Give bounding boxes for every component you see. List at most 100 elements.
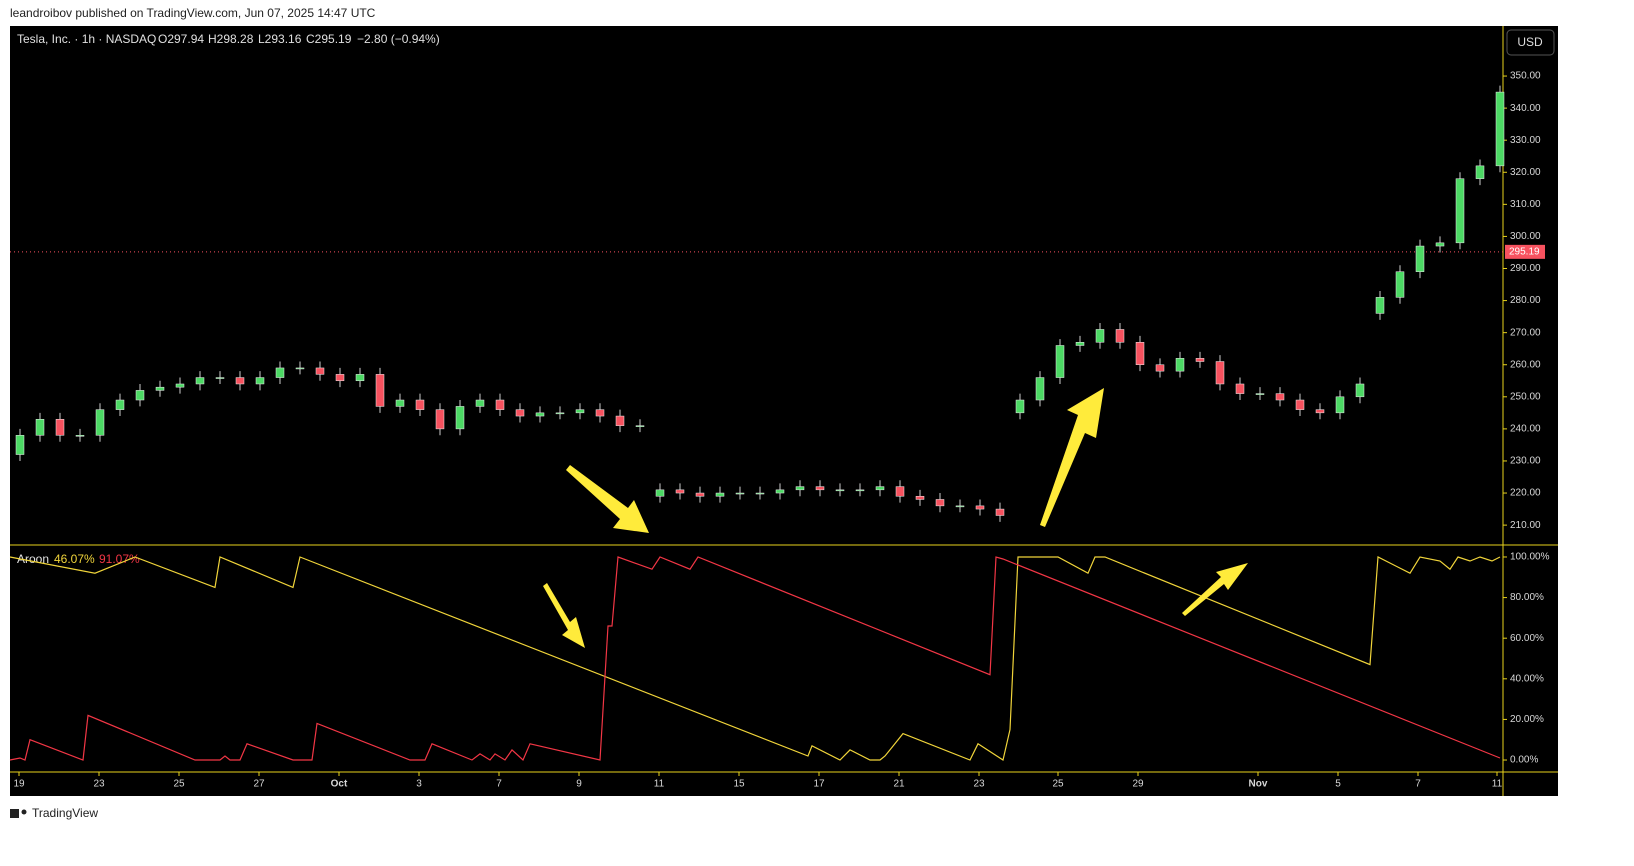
candle-body <box>515 409 525 417</box>
candle-body <box>975 505 985 510</box>
candle-body <box>1215 361 1225 385</box>
candle-body <box>1475 165 1485 179</box>
y-tick-label: 230.00 <box>1510 456 1541 467</box>
candle-body <box>855 489 865 492</box>
x-tick-label: 25 <box>1052 779 1064 790</box>
y-tick-label: 240.00 <box>1510 424 1541 435</box>
annotations <box>543 388 1248 648</box>
x-tick-label: 17 <box>813 779 825 790</box>
candle-body <box>395 399 405 407</box>
candle-body <box>155 386 165 391</box>
candle-body <box>255 377 265 385</box>
y-tick-label: 250.00 <box>1510 391 1541 402</box>
candle-body <box>1495 91 1505 167</box>
y-tick-label: 0.00% <box>1510 755 1538 766</box>
candle-body <box>655 489 665 497</box>
y-tick-label: 280.00 <box>1510 295 1541 306</box>
candle-body <box>875 486 885 491</box>
candle-body <box>1335 396 1345 414</box>
candle-body <box>1115 329 1125 343</box>
candle-body <box>35 419 45 436</box>
x-tick-label: 21 <box>893 779 905 790</box>
candle-body <box>755 492 765 495</box>
candle-body <box>1155 364 1165 372</box>
candle-body <box>355 374 365 382</box>
symbol-title: Tesla, Inc. · 1h · NASDAQ <box>17 32 156 46</box>
ohlc-change: −2.80 (−0.94%) <box>357 32 440 46</box>
y-tick-label: 300.00 <box>1510 231 1541 242</box>
symbol-header: Tesla, Inc. · 1h · NASDAQ O297.94 H298.2… <box>17 32 440 46</box>
candle-body <box>1435 242 1445 247</box>
x-tick-label: Oct <box>331 779 348 790</box>
candle-body <box>435 409 445 430</box>
candle-body <box>175 383 185 388</box>
aroon-down-value: 91.07% <box>99 552 140 566</box>
y-tick-label: 350.00 <box>1510 71 1541 82</box>
y-tick-label: 40.00% <box>1510 673 1544 684</box>
currency-label: USD <box>1517 35 1543 49</box>
x-tick-label: 7 <box>1415 779 1421 790</box>
candle-body <box>1295 399 1305 410</box>
x-tick-label: 7 <box>496 779 502 790</box>
candle-body <box>195 377 205 385</box>
candle-body <box>535 412 545 417</box>
candle-body <box>815 486 825 491</box>
x-tick-label: 27 <box>253 779 265 790</box>
candle-body <box>455 406 465 430</box>
candle-body <box>375 374 385 407</box>
candle-body <box>1015 399 1025 414</box>
footer-logo: TradingView <box>10 806 98 820</box>
candle-body <box>315 367 325 375</box>
y-tick-label: 320.00 <box>1510 167 1541 178</box>
candle-body <box>415 399 425 410</box>
ohlc-high: H298.28 <box>208 32 254 46</box>
y-tick-label: 60.00% <box>1510 633 1544 644</box>
candle-body <box>1455 178 1465 244</box>
candle-body <box>935 499 945 507</box>
last-price-label: 295.19 <box>1509 246 1540 257</box>
candle-body <box>715 492 725 497</box>
candle-body <box>55 419 65 436</box>
candle-body <box>1315 409 1325 414</box>
x-tick-label: 9 <box>576 779 582 790</box>
aroon-up-value: 46.07% <box>54 552 95 566</box>
candle-body <box>695 492 705 497</box>
candle-body <box>1175 358 1185 372</box>
ohlc-open: O297.94 <box>158 32 204 46</box>
candle-body <box>475 399 485 407</box>
candle-body <box>835 489 845 492</box>
chart-background <box>10 26 1558 796</box>
y-tick-label: 80.00% <box>1510 592 1544 603</box>
currency-button[interactable] <box>1506 29 1555 56</box>
x-tick-label: 5 <box>1335 779 1341 790</box>
arrow <box>543 583 585 648</box>
ohlc-close: C295.19 <box>306 32 352 46</box>
y-tick-label: 310.00 <box>1510 199 1541 210</box>
x-tick-label: Nov <box>1249 779 1268 790</box>
candle-body <box>635 425 645 427</box>
candle-body <box>575 409 585 414</box>
candle-body <box>735 492 745 495</box>
y-tick-label: 100.00% <box>1510 552 1550 563</box>
candle-body <box>215 377 225 379</box>
y-tick-label: 20.00% <box>1510 714 1544 725</box>
candle-body <box>1415 245 1425 272</box>
candle-body <box>955 505 965 508</box>
arrow <box>566 465 649 533</box>
candle-body <box>1375 297 1385 314</box>
x-tick-label: 23 <box>93 779 105 790</box>
candle-body <box>795 486 805 491</box>
y-tick-label: 270.00 <box>1510 327 1541 338</box>
candle-body <box>555 412 565 415</box>
candle-body <box>915 495 925 500</box>
aroon-line <box>9 556 1501 762</box>
logo-dot <box>21 809 27 815</box>
candle-body <box>95 409 105 436</box>
candle-body <box>595 409 605 417</box>
y-tick-label: 220.00 <box>1510 488 1541 499</box>
candle-body <box>1095 329 1105 343</box>
x-tick-label: 3 <box>416 779 422 790</box>
x-tick-label: 23 <box>973 779 985 790</box>
